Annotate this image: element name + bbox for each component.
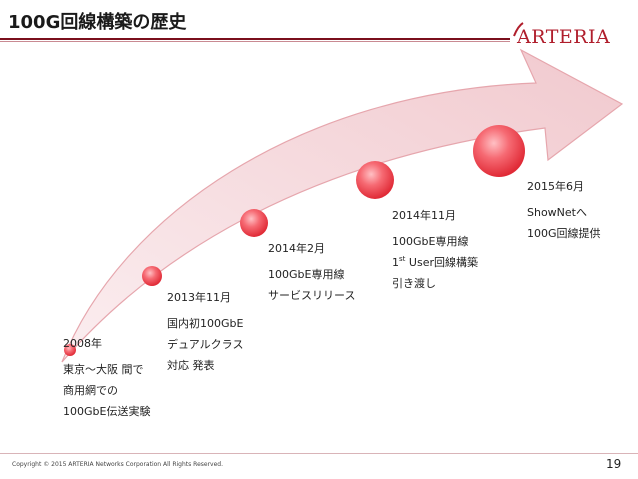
copyright-text: Copyright © 2015 ARTERIA Networks Corpor… <box>12 461 223 468</box>
milestone-2013-11: 2013年11月 国内初100GbE デュアルクラス 対応 発表 <box>167 287 243 376</box>
page-number: 19 <box>606 457 622 471</box>
ordinal-suffix: st <box>399 255 406 263</box>
milestone-text: ShowNetへ <box>527 206 587 219</box>
milestone-dot-1 <box>64 344 76 356</box>
milestone-date: 2013年11月 <box>167 291 231 304</box>
milestone-dot-2 <box>142 266 162 286</box>
milestone-text: 国内初100GbE <box>167 317 244 330</box>
milestone-date: 2015年6月 <box>527 180 584 193</box>
milestone-text: 100GbE伝送実験 <box>63 405 151 418</box>
milestone-text-rest: User回線構築 <box>408 256 478 269</box>
milestone-dot-5 <box>473 125 525 177</box>
milestone-text: 1st User回線構築 <box>392 252 478 273</box>
milestone-date: 2014年11月 <box>392 209 456 222</box>
milestone-2014-11: 2014年11月 100GbE専用線 1st User回線構築 引き渡し <box>392 205 478 294</box>
milestone-text: 東京〜大阪 間で <box>63 363 144 376</box>
growth-arrow <box>61 48 624 363</box>
milestone-text: 100GbE専用線 <box>392 235 469 248</box>
milestone-text: 商用網での <box>63 384 118 397</box>
page-title: 100G回線構築の歴史 <box>8 12 187 33</box>
milestone-date: 2014年2月 <box>268 242 325 255</box>
ordinal-number: 1 <box>392 256 399 269</box>
milestone-text: 100GbE専用線 <box>268 268 345 281</box>
milestone-dot-4 <box>356 161 394 199</box>
logo-mark-icon <box>513 22 524 37</box>
milestone-date: 2008年 <box>63 337 102 350</box>
title-rule <box>0 38 510 40</box>
milestone-2015-06: 2015年6月 ShowNetへ 100G回線提供 <box>527 176 601 244</box>
milestone-text: 対応 発表 <box>167 359 215 372</box>
milestone-text: 100G回線提供 <box>527 227 601 240</box>
title-rule-secondary <box>0 41 510 42</box>
bottom-rule <box>0 453 638 454</box>
milestone-dot-3 <box>240 209 268 237</box>
milestone-2008: 2008年 東京〜大阪 間で 商用網での 100GbE伝送実験 <box>63 333 150 422</box>
milestone-text: デュアルクラス <box>167 338 244 351</box>
milestone-text: 引き渡し <box>392 277 436 290</box>
company-logo: ARTERIA <box>517 26 611 48</box>
milestone-2014-02: 2014年2月 100GbE専用線 サービスリリース <box>268 238 355 306</box>
milestone-text: サービスリリース <box>268 289 356 302</box>
